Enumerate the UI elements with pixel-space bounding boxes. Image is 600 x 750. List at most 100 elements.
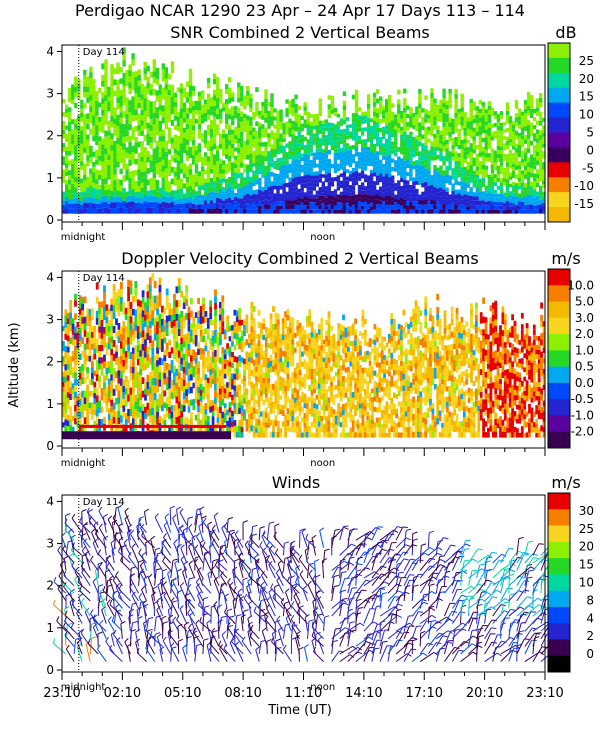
snr-cell — [222, 151, 226, 156]
snr-cell — [137, 113, 141, 120]
doppler-cell — [64, 413, 68, 420]
snr-cell — [490, 156, 495, 161]
snr-cell — [318, 156, 322, 161]
snr-cell — [400, 134, 404, 139]
snr-cell — [484, 129, 488, 134]
snr-cell — [206, 83, 211, 89]
snr-cell — [131, 189, 135, 196]
doppler-cell — [78, 418, 82, 425]
snr-cell — [529, 127, 534, 132]
snr-cell — [255, 111, 259, 117]
snr-cell — [273, 132, 277, 137]
snr-cell — [65, 205, 69, 210]
doppler-cell — [202, 367, 205, 374]
snr-cell — [532, 125, 537, 130]
snr-cell — [92, 84, 96, 90]
snr-cell — [71, 99, 75, 105]
snr-cell — [366, 99, 371, 104]
snr-cell — [430, 146, 434, 151]
snr-cell — [155, 191, 159, 197]
snr-cell — [388, 204, 392, 210]
snr-cell — [436, 113, 440, 118]
snr-cell — [200, 166, 205, 171]
doppler-cell — [81, 404, 85, 411]
snr-cell — [526, 162, 531, 167]
doppler-cell — [185, 299, 188, 306]
snr-cell — [164, 208, 168, 214]
snr-cell — [496, 209, 501, 214]
snr-cell — [188, 130, 193, 136]
doppler-cell — [83, 377, 87, 384]
snr-cell — [490, 148, 495, 153]
doppler-cell — [124, 314, 128, 321]
snr-cell — [303, 162, 307, 167]
doppler-cell — [192, 399, 196, 405]
snr-cell — [418, 122, 422, 128]
doppler-cell — [182, 373, 186, 380]
snr-cell — [354, 166, 359, 171]
snr-cell — [315, 194, 319, 199]
snr-cell — [261, 115, 265, 120]
snr-cell — [472, 106, 476, 111]
snr-cell — [234, 110, 238, 115]
snr-cell — [532, 185, 537, 190]
snr-cell — [406, 151, 410, 156]
snr-cell — [137, 202, 141, 209]
snr-cell — [158, 141, 162, 147]
snr-cell — [267, 169, 271, 174]
snr-cell — [439, 108, 443, 113]
snr-cell — [532, 117, 537, 122]
snr-cell — [200, 180, 205, 186]
snr-cell — [228, 92, 232, 99]
snr-cell — [481, 164, 485, 170]
snr-cell — [110, 190, 114, 197]
doppler-cell — [243, 392, 246, 398]
doppler-cell — [235, 339, 239, 346]
doppler-cell — [226, 371, 229, 377]
snr-cell — [388, 163, 392, 168]
snr-cell — [89, 100, 93, 107]
snr-cell — [348, 210, 353, 214]
snr-cell — [303, 136, 307, 141]
snr-cell — [539, 158, 543, 163]
snr-cell — [237, 97, 241, 103]
doppler-cell — [221, 347, 225, 354]
snr-cell — [321, 138, 325, 142]
snr-cell — [249, 107, 253, 113]
doppler-cell — [252, 383, 256, 390]
snr-cell — [246, 174, 250, 180]
snr-cell — [164, 112, 168, 118]
doppler-cell — [216, 397, 220, 403]
snr-cell — [478, 183, 482, 188]
snr-cell — [502, 136, 507, 140]
snr-cell — [297, 143, 301, 148]
snr-cell — [484, 157, 488, 162]
snr-cell — [375, 132, 380, 137]
doppler-cell — [124, 400, 128, 407]
doppler-cell — [204, 374, 208, 381]
snr-cell — [499, 150, 504, 155]
snr-cell — [68, 131, 72, 137]
doppler-cell — [110, 323, 114, 330]
snr-cell — [264, 189, 268, 195]
snr-cell — [276, 201, 280, 206]
snr-cell — [276, 138, 280, 143]
doppler-cell — [228, 422, 232, 428]
snr-cell — [436, 142, 440, 147]
snr-cell — [394, 206, 398, 210]
snr-cell — [460, 102, 464, 108]
snr-cell — [330, 177, 335, 182]
snr-cell — [508, 149, 513, 154]
snr-cell — [306, 158, 310, 163]
snr-cell — [508, 123, 513, 128]
doppler-cell — [66, 380, 70, 387]
doppler-cell — [146, 305, 150, 313]
snr-cell — [185, 155, 190, 161]
snr-cell — [351, 209, 356, 214]
doppler-cell — [158, 277, 162, 285]
doppler-cell — [240, 335, 244, 342]
snr-cell — [493, 150, 498, 155]
snr-cell — [113, 196, 117, 203]
snr-cell — [152, 148, 156, 155]
snr-cell — [309, 125, 313, 130]
